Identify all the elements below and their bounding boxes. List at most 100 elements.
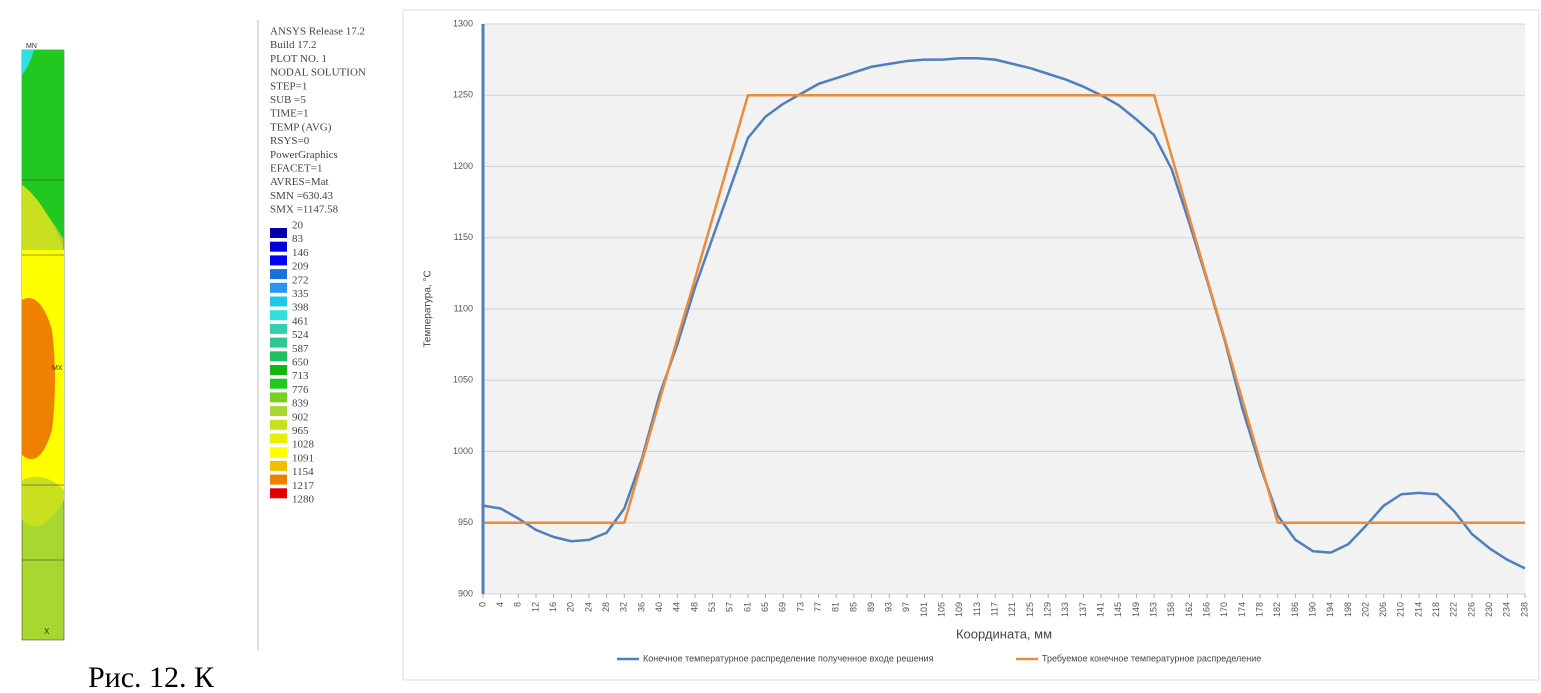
color-swatch [270, 255, 287, 266]
contour-strip: MN MX X [21, 43, 65, 641]
x-tick-label: 89 [866, 602, 876, 612]
color-swatch [270, 392, 287, 403]
x-tick-label: 178 [1254, 602, 1264, 617]
y-tick-label: 1200 [453, 161, 473, 171]
x-tick-label: 81 [831, 602, 841, 612]
x-tick-label: 73 [795, 602, 805, 612]
y-axis-title: Температура, °С [423, 270, 434, 347]
x-tick-label: 234 [1502, 602, 1512, 617]
color-swatch [270, 378, 287, 389]
x-tick-label: 162 [1184, 602, 1194, 617]
caption: Рис. 12. К [88, 661, 215, 693]
x-tick-label: 206 [1378, 602, 1388, 617]
x-tick-label: 65 [760, 602, 770, 612]
info-line: SMN =630.43 [270, 190, 334, 202]
x-tick-label: 4 [495, 602, 505, 607]
info-line: AVRES=Mat [270, 176, 329, 188]
info-line: Build 17.2 [270, 39, 316, 51]
x-tick-label: 61 [742, 602, 752, 612]
legend-label: Требуемое конечное температурное распред… [1042, 653, 1261, 663]
level-label: 20 [292, 220, 304, 232]
x-tick-label: 36 [636, 602, 646, 612]
x-tick-label: 210 [1396, 602, 1406, 617]
y-tick-label: 1100 [454, 303, 473, 313]
x-tick-label: 69 [778, 602, 788, 612]
level-label: 839 [292, 398, 309, 410]
x-tick-label: 137 [1078, 602, 1088, 617]
color-swatch [270, 488, 287, 499]
x-tick-label: 48 [689, 602, 699, 612]
level-label: 335 [292, 288, 309, 300]
color-swatch [270, 228, 287, 238]
y-tick-label: 1150 [454, 232, 473, 242]
level-label: 1028 [292, 439, 315, 451]
level-label: 1217 [292, 480, 315, 492]
x-tick-label: 145 [1113, 602, 1123, 617]
color-swatch [270, 310, 287, 321]
x-tick-label: 105 [937, 602, 947, 617]
x-tick-label: 230 [1484, 602, 1494, 617]
x-tick-label: 158 [1166, 602, 1176, 617]
x-tick-label: 40 [654, 602, 664, 612]
level-label: 587 [292, 343, 309, 355]
level-label: 209 [292, 261, 309, 273]
level-label: 776 [292, 384, 309, 396]
level-label: 902 [292, 411, 309, 423]
y-tick-label: 1050 [453, 375, 473, 385]
color-swatch [270, 433, 287, 444]
x-tick-label: 125 [1025, 602, 1035, 617]
level-label: 461 [292, 315, 309, 327]
x-tick-label: 166 [1201, 602, 1211, 617]
level-label: 146 [292, 247, 309, 259]
info-line: RSYS=0 [270, 135, 310, 147]
y-tick-label: 1300 [453, 18, 473, 28]
x-tick-label: 97 [901, 602, 911, 612]
x-tick-label: 113 [972, 602, 982, 616]
info-line: ANSYS Release 17.2 [270, 26, 365, 38]
info-line: NODAL SOLUTION [270, 67, 366, 79]
level-label: 1154 [292, 466, 314, 478]
x-tick-label: 222 [1449, 602, 1459, 617]
x-tick-label: 190 [1307, 602, 1317, 617]
x-tick-label: 85 [848, 602, 858, 612]
color-swatch [270, 269, 287, 280]
x-tick-label: 198 [1343, 602, 1353, 617]
x-tick-label: 129 [1043, 602, 1053, 617]
color-swatch [270, 365, 287, 375]
axis-label: X [44, 627, 50, 636]
x-tick-label: 174 [1237, 602, 1247, 617]
x-tick-label: 170 [1219, 602, 1229, 617]
level-label: 272 [292, 274, 309, 286]
x-tick-label: 153 [1148, 602, 1158, 617]
info-line: TIME=1 [270, 108, 309, 120]
color-swatch [270, 351, 287, 362]
color-swatch [270, 447, 287, 458]
series-line [483, 94, 1525, 524]
x-tick-label: 226 [1466, 602, 1476, 617]
x-tick-label: 218 [1431, 602, 1441, 617]
x-tick-label: 149 [1131, 602, 1141, 617]
x-tick-label: 133 [1060, 602, 1070, 617]
y-tick-label: 950 [458, 517, 473, 527]
level-label: 398 [292, 302, 309, 314]
level-label: 524 [292, 329, 309, 341]
color-swatch [270, 323, 287, 334]
x-tick-label: 238 [1519, 602, 1529, 617]
info-line: PLOT NO. 1 [270, 53, 327, 65]
series-line [482, 56, 1526, 570]
y-tick-label: 1250 [453, 90, 473, 100]
color-swatch [270, 241, 287, 252]
x-tick-label: 53 [707, 602, 717, 612]
level-label: 1091 [292, 452, 314, 464]
x-tick-label: 121 [1007, 602, 1017, 617]
x-tick-label: 44 [672, 602, 682, 612]
x-tick-label: 214 [1413, 602, 1423, 617]
x-tick-label: 141 [1096, 602, 1106, 617]
color-swatch [270, 474, 287, 485]
x-tick-label: 28 [601, 602, 611, 612]
level-label: 965 [292, 425, 309, 437]
